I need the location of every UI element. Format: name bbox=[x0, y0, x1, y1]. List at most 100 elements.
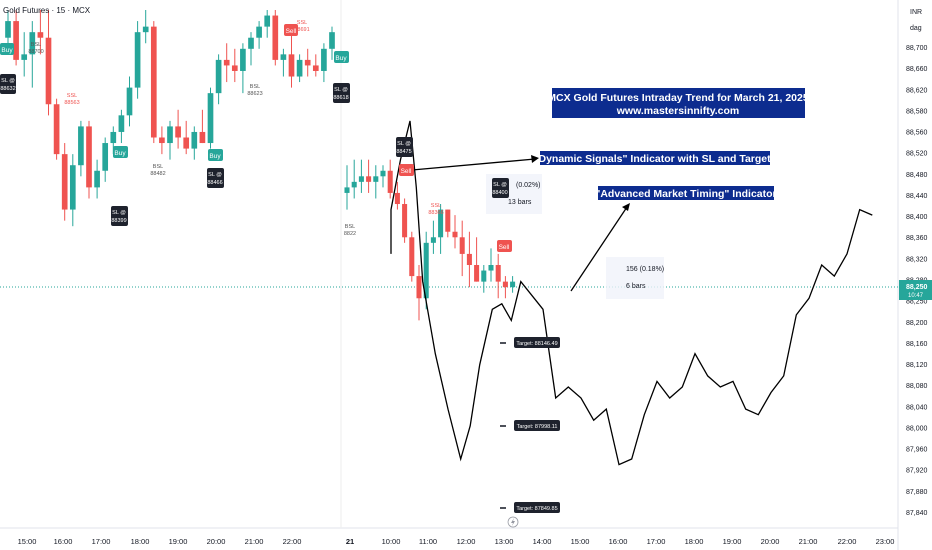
time-tick-label: 18:00 bbox=[685, 537, 704, 546]
time-tick-label: 19:00 bbox=[169, 537, 188, 546]
time-tick-label: 10:00 bbox=[382, 537, 401, 546]
candle-body bbox=[488, 265, 494, 271]
candle-body bbox=[231, 65, 238, 71]
candle-body bbox=[438, 209, 444, 238]
signal-sl-line2: 88466 bbox=[207, 180, 222, 186]
price-tick-label: 88,120 bbox=[906, 362, 928, 369]
signal-buy: Buy bbox=[0, 43, 14, 55]
signal-ssl-line2: 88691 bbox=[294, 27, 309, 33]
signal-bsl-line1: BSL bbox=[31, 42, 41, 48]
time-tick-label: 16:00 bbox=[609, 537, 628, 546]
candle-body bbox=[402, 204, 408, 238]
callout-signals-arrow bbox=[411, 158, 536, 171]
signal-sell: Sell bbox=[497, 240, 512, 252]
candle-body bbox=[78, 126, 84, 166]
signal-sl-line2: 88475 bbox=[396, 149, 411, 155]
candle-body bbox=[223, 59, 230, 66]
candle-body bbox=[134, 32, 141, 88]
signal-sl: SL @ 88466 bbox=[207, 168, 224, 188]
callout-timing-box bbox=[598, 186, 774, 200]
price-tick-label: 88,200 bbox=[906, 320, 928, 327]
candle-body bbox=[159, 137, 165, 144]
price-axis[interactable]: 88,700 88,660 88,620 88,580 88,560 88,520 88,4… bbox=[906, 45, 928, 517]
signal-bsl-line2: 88482 bbox=[150, 171, 165, 177]
signal-sell: Sell bbox=[399, 164, 414, 176]
candle-body bbox=[102, 143, 109, 171]
lightning-icon[interactable] bbox=[507, 516, 519, 528]
measure-2-line2: 6 bars bbox=[626, 283, 646, 290]
time-tick-label: 19:00 bbox=[723, 537, 742, 546]
candle-body bbox=[126, 87, 133, 116]
scale-mode-label[interactable]: dag bbox=[910, 25, 922, 32]
signal-ssl-line2: 88563 bbox=[64, 100, 79, 106]
time-tick-label: 13:00 bbox=[495, 537, 514, 546]
candle-body bbox=[321, 48, 327, 71]
signal-buy-text: Buy bbox=[114, 150, 126, 157]
signal-sl-line1: SL @ bbox=[112, 210, 126, 216]
candle-body bbox=[248, 37, 254, 49]
candle-body bbox=[329, 32, 335, 49]
signal-sl: SL @ 88632 bbox=[0, 74, 16, 94]
candle-body bbox=[94, 170, 100, 188]
candle-body bbox=[167, 126, 173, 144]
measure-box-2 bbox=[606, 257, 664, 299]
price-tick-label: 88,560 bbox=[906, 130, 928, 137]
candle-body bbox=[37, 32, 44, 38]
candle-body bbox=[199, 131, 206, 144]
candle-body bbox=[358, 176, 364, 182]
candle-body bbox=[280, 54, 287, 60]
time-tick-label: 22:00 bbox=[283, 537, 302, 546]
signal-buy: Buy bbox=[113, 146, 128, 158]
time-tick-label: 16:00 bbox=[54, 537, 73, 546]
symbol-title[interactable]: Gold Futures · 15 · MCX bbox=[3, 6, 91, 15]
candle-body bbox=[366, 176, 372, 182]
currency-label[interactable]: INR bbox=[910, 9, 922, 16]
measure-1-line2: 13 bars bbox=[508, 199, 532, 206]
signal-sell-text: Sell bbox=[499, 244, 510, 251]
price-tick-label: 88,580 bbox=[906, 108, 928, 115]
signal-sl-line1: SL @ bbox=[334, 87, 348, 93]
price-tick-label: 88,480 bbox=[906, 172, 928, 179]
candle-body bbox=[45, 37, 52, 105]
signal-sl-line2: 88399 bbox=[111, 218, 126, 224]
candle-body bbox=[296, 59, 303, 77]
signal-ssl-line2: 88366 bbox=[428, 210, 443, 216]
signal-sell-text: Sell bbox=[286, 28, 297, 35]
price-tick-label: 88,400 bbox=[906, 214, 928, 221]
signal-bsl-line1: BSL bbox=[345, 224, 355, 230]
time-tick-label: 20:00 bbox=[207, 537, 226, 546]
callout-signals-arrowhead bbox=[531, 155, 539, 163]
candle-body bbox=[272, 15, 279, 60]
candle-body bbox=[240, 48, 246, 71]
candle-body bbox=[29, 32, 36, 55]
time-tick-label: 22:00 bbox=[838, 537, 857, 546]
price-tag-countdown: 10:47 bbox=[908, 293, 924, 299]
signal-sl-line2: 88618 bbox=[333, 95, 348, 101]
banner-url: www.mastersinnifty.com bbox=[616, 105, 740, 117]
signal-sl: SL @ 88618 bbox=[333, 83, 350, 103]
candle-body bbox=[215, 59, 222, 94]
candle-body bbox=[452, 231, 458, 238]
candle-body bbox=[510, 281, 516, 288]
price-tick-label: 88,160 bbox=[906, 341, 928, 348]
candle-body bbox=[495, 265, 501, 282]
candle-body bbox=[61, 154, 68, 210]
signal-sl-line2: 88400 bbox=[492, 190, 507, 196]
signal-sl-line1: SL @ bbox=[208, 172, 222, 178]
signal-sl: SL @ 88400 bbox=[492, 178, 509, 198]
banner-title: MCX Gold Futures Intraday Trend for Marc… bbox=[547, 92, 809, 104]
candle-body bbox=[21, 54, 28, 60]
signal-sl: SL @ 88399 bbox=[111, 206, 128, 226]
callout-timing-arrow bbox=[570, 206, 628, 292]
time-tick-label: 14:00 bbox=[533, 537, 552, 546]
candle-body bbox=[183, 137, 190, 149]
signal-sl-line1: SL @ bbox=[397, 141, 411, 147]
candle-body bbox=[409, 237, 415, 277]
banner-box bbox=[552, 88, 805, 118]
projection-path bbox=[390, 120, 873, 466]
time-axis[interactable]: 15:00 16:00 17:00 18:00 19:00 20:00 21:00 22:00… bbox=[18, 537, 895, 546]
callout-timing-arrowhead bbox=[622, 203, 630, 211]
candle-body bbox=[150, 26, 157, 138]
